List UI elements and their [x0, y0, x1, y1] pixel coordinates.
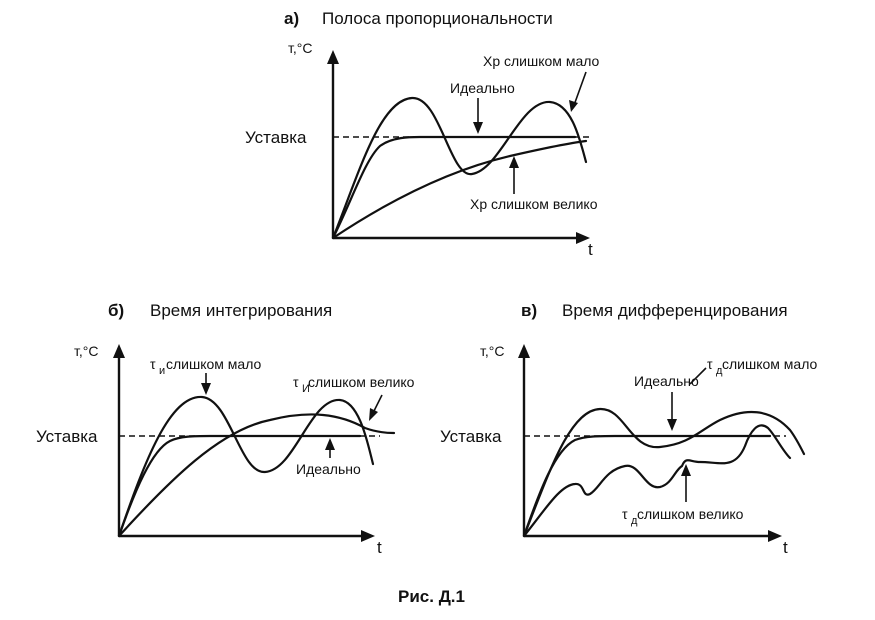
panel-a-label-too-large: Xр слишком велико [470, 196, 598, 212]
panel-a-setpoint-label: Уставка [245, 128, 307, 147]
panel-b-curve-too-small [117, 395, 375, 538]
panel-b-label-too-large: слишком велико [308, 374, 415, 390]
panel-c-x-label: t [783, 538, 788, 557]
panel-b-arrowhead-too-small [201, 383, 211, 395]
panel-a-letter: а) [284, 9, 299, 28]
panel-a-arrowhead-too-large [509, 156, 519, 168]
panel-b-letter: б) [108, 301, 124, 320]
panel-a-curve-too-small [331, 96, 588, 240]
panel-b-label-ideal: Идеально [296, 461, 361, 477]
panel-c-y-axis-arrowhead [518, 344, 530, 358]
panel-b-y-axis-arrowhead [113, 344, 125, 358]
panel-b-x-axis-arrowhead [361, 530, 375, 542]
panel-c-letter: в) [521, 301, 537, 320]
panel-c-arrow-too-small [689, 367, 707, 385]
panel-a: а) Полоса пропорциональности т,°С t Уста… [245, 9, 600, 259]
panel-a-title: Полоса пропорциональности [322, 9, 553, 28]
panel-c-arrowhead-ideal [667, 419, 677, 431]
panel-b-title: Время интегрирования [150, 301, 332, 320]
panel-a-x-label: t [588, 240, 593, 259]
panel-a-y-axis-arrowhead [327, 50, 339, 64]
panel-a-curve-ideal [331, 135, 577, 240]
panel-c-label-too-small-sub: д [716, 365, 723, 377]
panel-c-label-too-small-prefix: τ [707, 356, 713, 372]
panel-a-arrowhead-too-small [569, 100, 578, 112]
panel-b-setpoint-label: Уставка [36, 427, 98, 446]
panel-c-label-too-large-sub: д [631, 515, 638, 527]
panel-a-curve-too-large [331, 139, 588, 240]
panel-c-label-too-large: слишком велико [637, 506, 744, 522]
panel-b-y-label: т,°С [74, 343, 98, 359]
panel-a-arrow-too-small [572, 71, 587, 109]
panel-b-label-too-small: слишком мало [166, 356, 262, 372]
panel-c-label-ideal: Идеально [634, 373, 699, 389]
panel-b-x-label: t [377, 538, 382, 557]
panel-c-y-label: т,°С [480, 343, 504, 359]
figure-caption: Рис. Д.1 [398, 587, 465, 606]
panel-a-label-ideal: Идеально [450, 80, 515, 96]
panel-b-curve-too-large [117, 413, 396, 538]
panel-b-curve-ideal [117, 434, 362, 538]
panel-c-arrowhead-too-large [681, 464, 691, 476]
panel-b-label-too-small-prefix: τ [150, 356, 156, 372]
panel-c-curve-too-small [522, 407, 806, 538]
panel-a-y-label: т,°С [288, 40, 312, 56]
panel-c-x-axis-arrowhead [768, 530, 782, 542]
panel-c-curve-too-large [522, 424, 792, 538]
panel-c-label-too-small: слишком мало [722, 356, 818, 372]
panel-c: в) Время дифференцирования т,°С t Уставк… [440, 301, 818, 557]
panel-a-x-axis-arrowhead [576, 232, 590, 244]
panel-b-arrowhead-ideal [325, 438, 335, 450]
panel-b-label-too-small-sub: и [159, 365, 165, 377]
panel-b: б) Время интегрирования т,°С t Уставка τ… [36, 301, 415, 557]
panel-b-label-too-large-sub: И [302, 383, 310, 395]
panel-c-label-too-large-prefix: τ [622, 506, 628, 522]
panel-a-label-too-small: Xр слишком мало [483, 53, 600, 69]
panel-b-arrowhead-too-large [369, 408, 378, 421]
panel-a-arrowhead-ideal [473, 122, 483, 134]
panel-c-setpoint-label: Уставка [440, 427, 502, 446]
panel-b-label-too-large-prefix: τ [293, 374, 299, 390]
panel-c-title: Время дифференцирования [562, 301, 788, 320]
